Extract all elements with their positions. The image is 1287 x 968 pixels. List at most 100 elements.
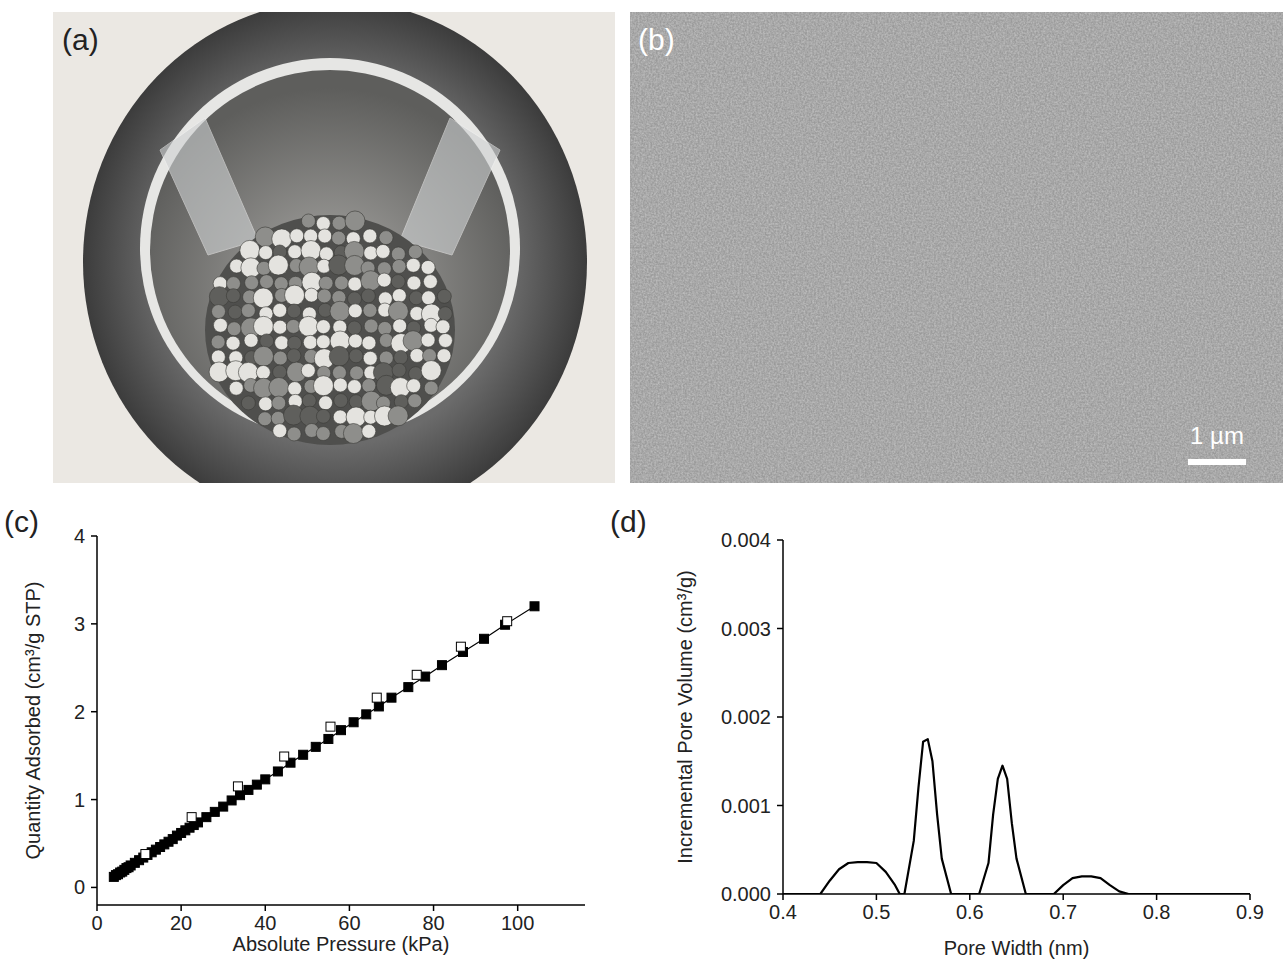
x-tick [1156, 894, 1158, 900]
data-point [480, 634, 489, 643]
sphere [349, 349, 363, 363]
data-point [202, 813, 211, 822]
sphere [388, 301, 408, 321]
sphere [362, 379, 376, 393]
y-tick [91, 799, 97, 801]
x-tick [876, 894, 878, 900]
y-tick-label: 0.004 [721, 529, 771, 551]
sphere [253, 316, 273, 336]
sphere [285, 285, 305, 305]
sphere [330, 301, 350, 321]
sphere [245, 276, 259, 290]
sphere [241, 396, 255, 410]
y-tick-label: 0.002 [721, 706, 771, 728]
y-tick [91, 711, 97, 713]
x-tick-label: 20 [170, 912, 192, 934]
sphere [290, 229, 304, 243]
chart: 0.40.50.60.70.80.90.0000.0010.0020.0030.… [674, 529, 1264, 959]
y-tick [777, 716, 783, 718]
sphere [363, 229, 377, 243]
plot-area [109, 602, 539, 882]
y-tick-label: 0 [74, 876, 85, 898]
data-point [362, 710, 371, 719]
sphere [392, 289, 406, 303]
sphere [316, 335, 330, 349]
panel-label: (a) [62, 23, 99, 56]
crucible-inner [150, 70, 510, 430]
y-tick [777, 893, 783, 895]
sphere [363, 303, 377, 317]
x-tick-label: 60 [338, 912, 360, 934]
sphere [392, 259, 406, 273]
sphere [438, 333, 452, 347]
y-tick [777, 539, 783, 541]
data-point [227, 796, 236, 805]
sphere [259, 246, 273, 260]
sphere [421, 361, 441, 381]
sphere [313, 376, 333, 396]
data-point [324, 734, 333, 743]
y-tick-label: 2 [74, 701, 85, 723]
sphere [361, 289, 375, 303]
data-point [456, 642, 465, 651]
y-tick [91, 887, 97, 889]
x-tick [180, 905, 182, 911]
sphere [288, 336, 302, 350]
x-axis-title: Pore Width (nm) [944, 937, 1090, 959]
sphere [316, 217, 330, 231]
sphere [316, 320, 330, 334]
scale-bar [1188, 459, 1246, 465]
data-point [141, 850, 150, 859]
sphere [302, 394, 316, 408]
sphere [228, 305, 242, 319]
sphere [226, 336, 240, 350]
y-tick-label: 4 [74, 525, 85, 547]
y-tick [91, 623, 97, 625]
data-point [349, 718, 358, 727]
data-point [244, 785, 253, 794]
sphere [273, 351, 287, 365]
sphere [334, 394, 348, 408]
sphere [226, 289, 240, 303]
sphere [275, 336, 289, 350]
sphere [288, 382, 302, 396]
sphere [379, 231, 393, 245]
sphere [333, 410, 347, 424]
sphere [407, 276, 421, 290]
sphere [211, 335, 225, 349]
data-point [421, 672, 430, 681]
sphere [362, 424, 376, 438]
x-tick [517, 905, 519, 911]
sphere [362, 336, 376, 350]
sphere [317, 289, 331, 303]
sphere [391, 275, 405, 289]
sphere [256, 365, 270, 379]
sphere [388, 406, 408, 426]
x-tick-label: 0.4 [769, 901, 797, 923]
data-point [412, 670, 421, 679]
x-tick-label: 0.8 [1143, 901, 1171, 923]
sphere [363, 351, 377, 365]
sphere [393, 319, 407, 333]
sphere [406, 258, 420, 272]
sphere [229, 381, 243, 395]
sphere [227, 322, 241, 336]
sphere [213, 318, 227, 332]
sphere [333, 378, 347, 392]
x-tick [265, 905, 267, 911]
data-point [210, 807, 219, 816]
sphere [377, 273, 391, 287]
sphere [241, 304, 255, 318]
sphere [287, 304, 301, 318]
sphere [271, 411, 285, 425]
data-point [437, 661, 446, 670]
sphere [211, 305, 225, 319]
y-axis-title: Quantity Adsorbed (cm³/g STP) [22, 582, 44, 860]
sphere [409, 367, 423, 381]
x-tick-label: 0.7 [1049, 901, 1077, 923]
sphere [422, 291, 436, 305]
crucible-rim [140, 58, 520, 438]
sphere [436, 320, 450, 334]
sphere [316, 409, 330, 423]
y-tick [91, 535, 97, 537]
